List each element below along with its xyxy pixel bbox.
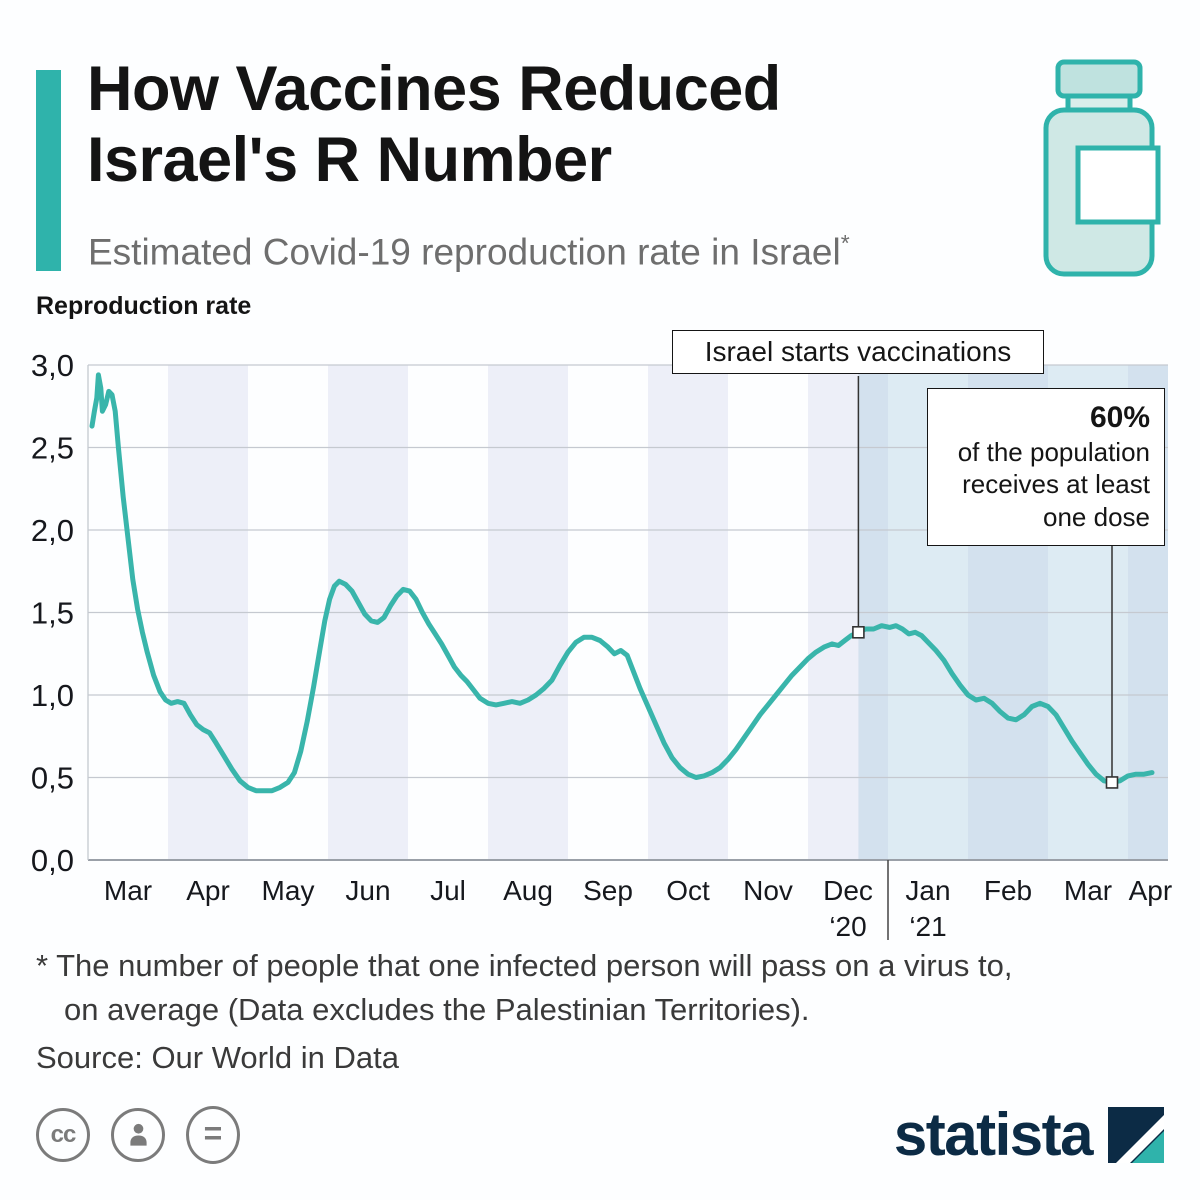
title-line-1: How Vaccines Reduced [87,54,781,124]
subtitle: Estimated Covid-19 reproduction rate in … [88,230,850,273]
x-tick-label: Jan [905,875,950,906]
source-line: Source: Our World in Data [36,1040,399,1075]
x-tick-label: Dec [823,875,873,906]
r-rate-line [89,372,1155,794]
footnote-marker: * [840,230,850,256]
accent-bar [36,70,61,271]
x-tick-label: Oct [666,875,710,906]
cc-icon: cc [36,1108,90,1162]
y-tick-label: 3,0 [31,348,74,383]
cc-license-badges: cc = [36,1106,240,1164]
annotation-headline: 60% [1089,401,1150,434]
x-tick-label: Sep [583,875,633,906]
x-tick-year-label: ‘20 [829,911,866,942]
annotation-marker [852,625,865,639]
x-tick-label: Mar [1064,875,1112,906]
x-tick-label: May [262,875,315,906]
y-tick-label: 1,5 [31,596,74,631]
annotation-box-vaccination-start: Israel starts vaccinations [672,330,1044,374]
x-tick-label: Mar [104,875,152,906]
x-tick-year-label: ‘21 [909,911,946,942]
footnote-line-2: on average (Data excludes the Palestinia… [64,992,810,1027]
y-tick-label: 2,0 [31,513,74,548]
statista-wordmark: statista [893,1101,1094,1168]
y-tick-label: 0,0 [31,843,74,878]
statista-logo: statista [894,1100,1164,1169]
vaccine-vial-icon [1032,56,1166,285]
attribution-person-icon [111,1108,165,1162]
page-title: How Vaccines Reduced Israel's R Number [87,54,781,196]
y-tick-label: 0,5 [31,761,74,796]
x-tick-label: Feb [984,875,1032,906]
x-tick-label: Jun [345,875,390,906]
x-tick-label: Apr [186,875,230,906]
y-axis-title: Reproduction rate [36,292,252,320]
title-line-2: Israel's R Number [87,125,612,196]
line-chart: 0,0 0,5 1,0 1,5 2,0 2,5 3,0 Mar Apr May Jun Jul Aug S… [31,348,1173,942]
y-tick-label: 1,0 [31,678,74,713]
x-tick-label: Jul [430,875,466,906]
x-tick-label: Aug [503,875,553,906]
annotation-box-60-percent: 60% of the population receives at least … [927,388,1165,546]
y-tick-label: 2,5 [31,431,74,466]
no-derivatives-icon: = [186,1106,240,1164]
annotation-marker [1105,776,1119,789]
x-tick-label: Apr [1129,875,1173,906]
footnote-line-1: * The number of people that one infected… [36,948,1013,983]
x-tick-label: Nov [743,875,793,906]
statista-logo-mark [1108,1106,1164,1163]
